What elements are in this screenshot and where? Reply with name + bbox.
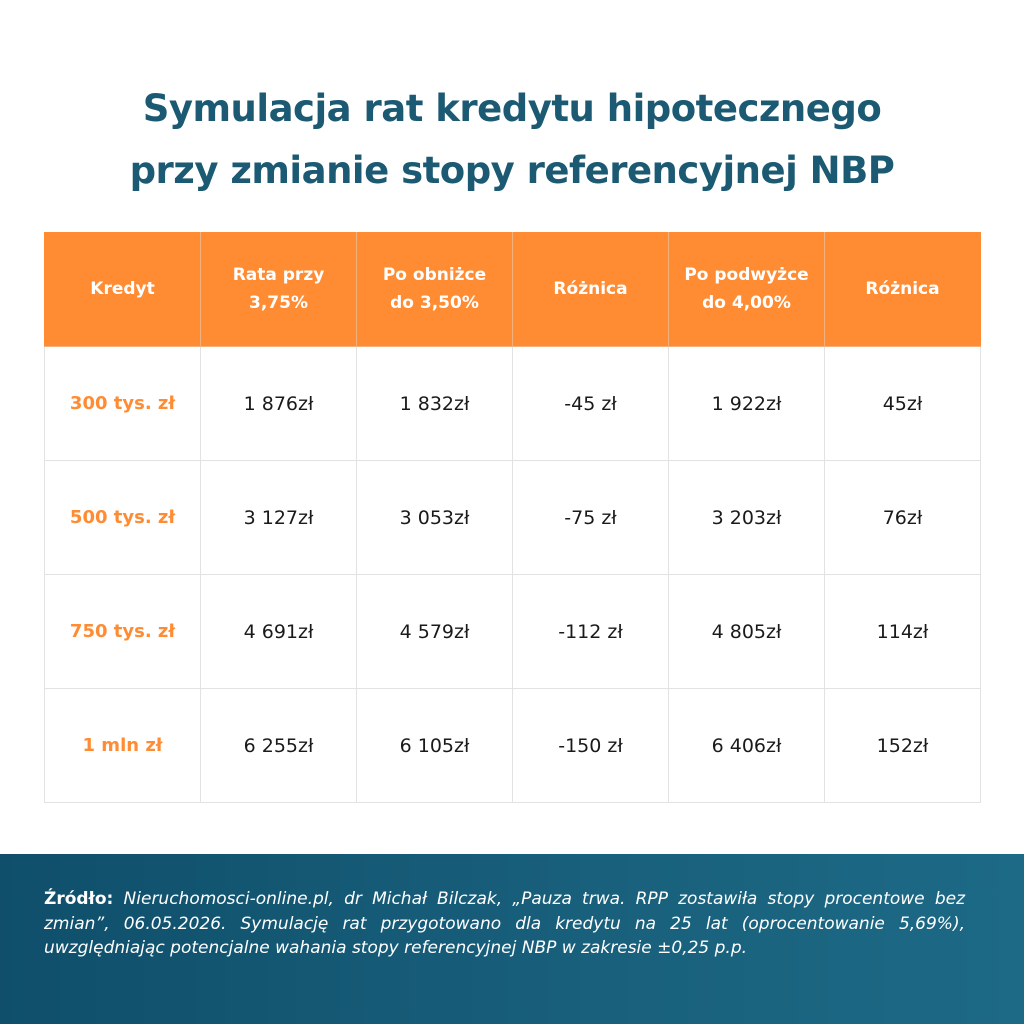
table-cell: 114zł	[824, 574, 981, 689]
header-credit: Kredyt	[44, 232, 201, 347]
title-line-1: Symulacja rat kredytu hipotecznego	[142, 87, 882, 130]
table-cell: 3 203zł	[668, 460, 825, 575]
table-cell: 4 691zł	[200, 574, 357, 689]
table-header-row: Kredyt Rata przy 3,75% Po obniżce do 3,50%…	[44, 232, 981, 347]
table-cell: 4 805zł	[668, 574, 825, 689]
credit-amount-cell: 750 tys. zł	[44, 574, 201, 689]
table-cell: -150 zł	[512, 688, 669, 803]
header-difference-cut: Różnica	[512, 232, 669, 347]
source-note: Źródło: Nieruchomosci-online.pl, dr Mich…	[44, 887, 965, 961]
table-cell: 45zł	[824, 346, 981, 461]
title-line-2: przy zmianie stopy referencyjnej NBP	[129, 149, 895, 192]
table-cell: -112 zł	[512, 574, 669, 689]
credit-amount-cell: 300 tys. zł	[44, 346, 201, 461]
table-row: 500 tys. zł 3 127zł 3 053zł -75 zł 3 203…	[44, 460, 981, 575]
credit-amount-cell: 1 mln zł	[44, 688, 201, 803]
source-text: Nieruchomosci-online.pl, dr Michał Bilcz…	[44, 889, 965, 958]
page-title: Symulacja rat kredytu hipotecznego przy …	[0, 78, 1024, 202]
table-cell: 6 105zł	[356, 688, 513, 803]
header-difference-hike: Różnica	[824, 232, 981, 347]
header-after-cut: Po obniżce do 3,50%	[356, 232, 513, 347]
table-row: 750 tys. zł 4 691zł 4 579zł -112 zł 4 80…	[44, 574, 981, 689]
table-cell: 6 406zł	[668, 688, 825, 803]
table-cell: 1 832zł	[356, 346, 513, 461]
table-cell: 4 579zł	[356, 574, 513, 689]
header-rate-3-75: Rata przy 3,75%	[200, 232, 357, 347]
table-cell: 1 922zł	[668, 346, 825, 461]
source-label: Źródło:	[44, 889, 114, 909]
table-cell: 152zł	[824, 688, 981, 803]
table-cell: -45 zł	[512, 346, 669, 461]
table-row: 300 tys. zł 1 876zł 1 832zł -45 zł 1 922…	[44, 346, 981, 461]
header-after-hike: Po podwyżce do 4,00%	[668, 232, 825, 347]
table-cell: -75 zł	[512, 460, 669, 575]
loan-simulation-table: Kredyt Rata przy 3,75% Po obniżce do 3,50%…	[44, 232, 981, 803]
table-cell: 3 053zł	[356, 460, 513, 575]
table-cell: 76zł	[824, 460, 981, 575]
table-cell: 3 127zł	[200, 460, 357, 575]
table-cell: 1 876zł	[200, 346, 357, 461]
table-row: 1 mln zł 6 255zł 6 105zł -150 zł 6 406zł…	[44, 688, 981, 803]
table-cell: 6 255zł	[200, 688, 357, 803]
credit-amount-cell: 500 tys. zł	[44, 460, 201, 575]
source-footer	[0, 854, 1024, 1024]
